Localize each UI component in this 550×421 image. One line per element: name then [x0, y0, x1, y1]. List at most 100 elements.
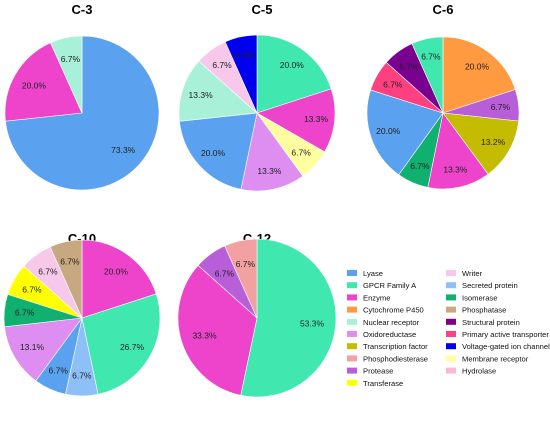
slice-label: 6.7% [399, 61, 419, 71]
slice-label: 6.7% [38, 266, 58, 276]
pie-slice [4, 317, 83, 382]
chart-title: C-6 [433, 2, 454, 17]
slice-label: 20.0% [201, 148, 226, 158]
legend-swatch [347, 343, 357, 350]
pie-slice [4, 42, 83, 122]
pie-slice [442, 112, 519, 175]
slice-label: 6.7% [236, 259, 256, 269]
legend-label: Phosphatase [462, 306, 506, 315]
legend-label: Lyase [363, 269, 383, 278]
legend-swatch [446, 282, 456, 289]
legend-label: Transcription factor [363, 342, 428, 351]
legend-label: Primary active transporter [462, 330, 549, 339]
legend-swatch [347, 282, 357, 289]
chart-title: C-3 [72, 2, 93, 17]
slice-label: 6.7% [410, 161, 430, 171]
slice-label: 13.3% [443, 164, 468, 174]
pie-chart: C-520.0%13.3%6.7%13.3%20.0%13.3%6.7%6.7% [178, 2, 336, 192]
legend-swatch [347, 306, 357, 313]
legend-swatch [446, 306, 456, 313]
slice-label: 73.3% [111, 145, 136, 155]
slice-label: 6.7% [421, 52, 441, 62]
pie-chart: C-1020.0%26.7%6.7%6.7%13.1%6.7%6.7%6.7%6… [3, 231, 161, 397]
pie-chart: C-620.0%6.7%13.2%13.3%6.7%20.0%6.7%6.7%6… [366, 2, 520, 190]
slice-label: 20.0% [280, 60, 305, 70]
legend-swatch [347, 318, 357, 325]
slice-label: 6.7% [383, 79, 403, 89]
pie-slice [256, 88, 336, 153]
pie-slice [81, 293, 161, 395]
legend-label: Cytochrome P450 [363, 306, 424, 315]
legend-swatch [446, 318, 456, 325]
legend-swatch [446, 294, 456, 301]
slice-label: 20.0% [376, 126, 401, 136]
legend-label: GPCR Family A [363, 281, 417, 290]
legend-swatch [446, 367, 456, 374]
slice-label: 13.1% [20, 342, 45, 352]
chart-title: C-5 [252, 2, 273, 17]
pie-slice [49, 239, 83, 319]
legend-swatch [347, 331, 357, 337]
legend-label: Protease [363, 367, 393, 376]
slice-label: 20.0% [465, 61, 490, 71]
pie-slice [240, 112, 304, 192]
slice-label: 13.2% [481, 137, 506, 147]
pie-slice [179, 112, 258, 190]
legend-label: Structural protein [462, 318, 520, 327]
pie-slice [50, 35, 83, 114]
legend-label: Enzyme [363, 293, 390, 302]
slice-label: 6.7% [235, 50, 255, 60]
slice-label: 13.3% [189, 90, 214, 100]
slice-label: 6.7% [72, 371, 92, 381]
pie-slice [427, 112, 489, 190]
slice-label: 6.7% [291, 148, 311, 158]
slice-label: 6.7% [215, 268, 235, 278]
legend-swatch [446, 343, 456, 350]
legend-swatch [347, 379, 357, 386]
slice-label: 6.7% [491, 102, 511, 112]
slice-label: 6.7% [212, 60, 232, 70]
legend-label: Oxidoreductase [363, 330, 416, 339]
legend-swatch [446, 355, 456, 362]
pie-slice [256, 34, 332, 114]
slice-label: 53.3% [300, 319, 325, 329]
pie-slice [240, 238, 337, 398]
legend-label: Hydrolase [462, 367, 496, 376]
legend-label: Nuclear receptor [363, 318, 420, 327]
slice-label: 13.3% [304, 114, 329, 124]
slice-label: 33.3% [192, 330, 217, 340]
legend-swatch [446, 331, 456, 337]
pie-slice [224, 34, 258, 114]
slice-label: 13.3% [257, 166, 282, 176]
pie-slice [81, 239, 157, 319]
pie-chart: C-3 73.3% 20.0% 6.7% [4, 2, 160, 191]
pie-slice [224, 238, 258, 319]
legend-swatch [347, 270, 357, 276]
legend-label: Secreted protein [462, 281, 518, 290]
pie-slice [177, 264, 258, 396]
slice-label: 6.7% [60, 257, 80, 267]
slice-label: 6.7% [61, 54, 81, 64]
legend-label: Writer [462, 269, 483, 278]
pie-slice [178, 60, 258, 122]
slice-label: 6.7% [22, 284, 42, 294]
legend-label: Voltage-gated ion channel [462, 342, 550, 351]
slice-label: 6.7% [15, 307, 35, 317]
legend-label: Isomerase [462, 293, 497, 302]
pie-slice [411, 36, 444, 114]
legend-swatch [347, 294, 357, 301]
pie-slice [442, 36, 516, 114]
legend-swatch [446, 270, 456, 276]
legend-label: Transferase [363, 379, 403, 388]
slice-label: 20.0% [22, 80, 47, 90]
legend: Lyase GPCR Family A Enzyme Cytochrome P450 N… [347, 269, 550, 388]
legend-swatch [347, 355, 357, 362]
legend-swatch [347, 367, 357, 374]
legend-label: Phosphodiesterase [363, 354, 428, 363]
legend-label: Membrane receptor [462, 354, 529, 363]
slice-label: 20.0% [104, 266, 129, 276]
slice-label: 6.7% [49, 366, 69, 376]
pie-slice [366, 89, 444, 176]
